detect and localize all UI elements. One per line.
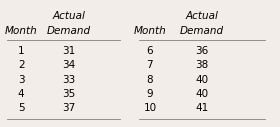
Text: 4: 4 [18,89,24,99]
Text: 31: 31 [62,46,76,56]
Text: 10: 10 [143,103,157,113]
Text: 36: 36 [195,46,209,56]
Text: 40: 40 [195,75,209,85]
Text: 9: 9 [147,89,153,99]
Text: 6: 6 [147,46,153,56]
Text: 33: 33 [62,75,76,85]
Text: 3: 3 [18,75,24,85]
Text: Month: Month [134,26,166,36]
Text: Month: Month [5,26,38,36]
Text: 2: 2 [18,60,24,70]
Text: 41: 41 [195,103,209,113]
Text: 35: 35 [62,89,76,99]
Text: 5: 5 [18,103,24,113]
Text: Demand: Demand [180,26,224,36]
Text: Actual: Actual [185,11,218,21]
Text: 8: 8 [147,75,153,85]
Text: Demand: Demand [47,26,91,36]
Text: 1: 1 [18,46,24,56]
Text: 38: 38 [195,60,209,70]
Text: 40: 40 [195,89,209,99]
Text: 34: 34 [62,60,76,70]
Text: 37: 37 [62,103,76,113]
Text: Actual: Actual [53,11,86,21]
Text: 7: 7 [147,60,153,70]
